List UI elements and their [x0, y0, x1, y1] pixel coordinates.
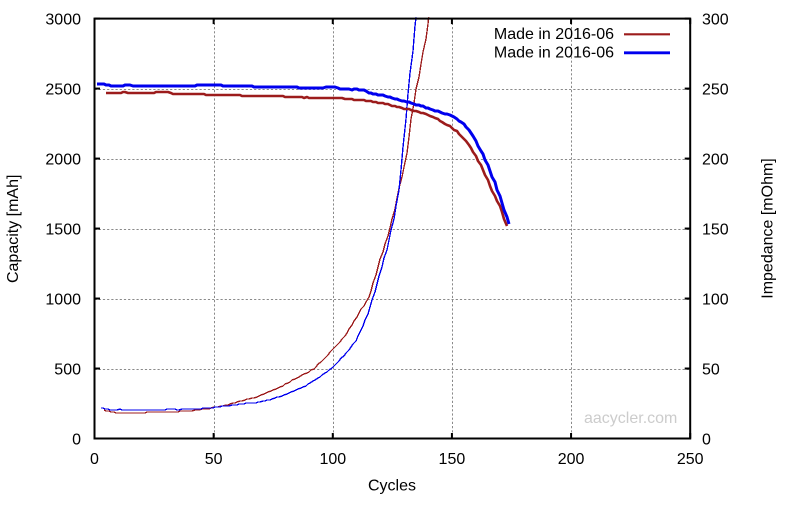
svg-text:200: 200 [558, 451, 585, 468]
svg-text:100: 100 [319, 451, 346, 468]
svg-text:1000: 1000 [45, 292, 81, 309]
svg-text:Made in 2016-06: Made in 2016-06 [494, 26, 614, 43]
svg-text:150: 150 [702, 222, 729, 239]
svg-text:100: 100 [702, 292, 729, 309]
svg-text:2500: 2500 [45, 82, 81, 99]
svg-text:0: 0 [702, 432, 711, 449]
svg-text:3000: 3000 [45, 12, 81, 29]
svg-text:500: 500 [54, 362, 81, 379]
svg-text:50: 50 [702, 362, 720, 379]
svg-text:50: 50 [205, 451, 223, 468]
svg-text:2000: 2000 [45, 152, 81, 169]
svg-text:Impedance [mOhm]: Impedance [mOhm] [760, 158, 777, 299]
svg-text:Capacity [mAh]: Capacity [mAh] [5, 175, 22, 283]
svg-text:aacycler.com: aacycler.com [584, 410, 677, 427]
svg-text:300: 300 [702, 12, 729, 29]
svg-text:200: 200 [702, 152, 729, 169]
svg-text:0: 0 [72, 432, 81, 449]
svg-text:250: 250 [677, 451, 704, 468]
svg-text:150: 150 [439, 451, 466, 468]
svg-text:0: 0 [90, 451, 99, 468]
svg-text:Made in 2016-06: Made in 2016-06 [494, 45, 614, 62]
svg-text:1500: 1500 [45, 222, 81, 239]
svg-text:250: 250 [702, 82, 729, 99]
svg-text:Cycles: Cycles [368, 478, 416, 495]
